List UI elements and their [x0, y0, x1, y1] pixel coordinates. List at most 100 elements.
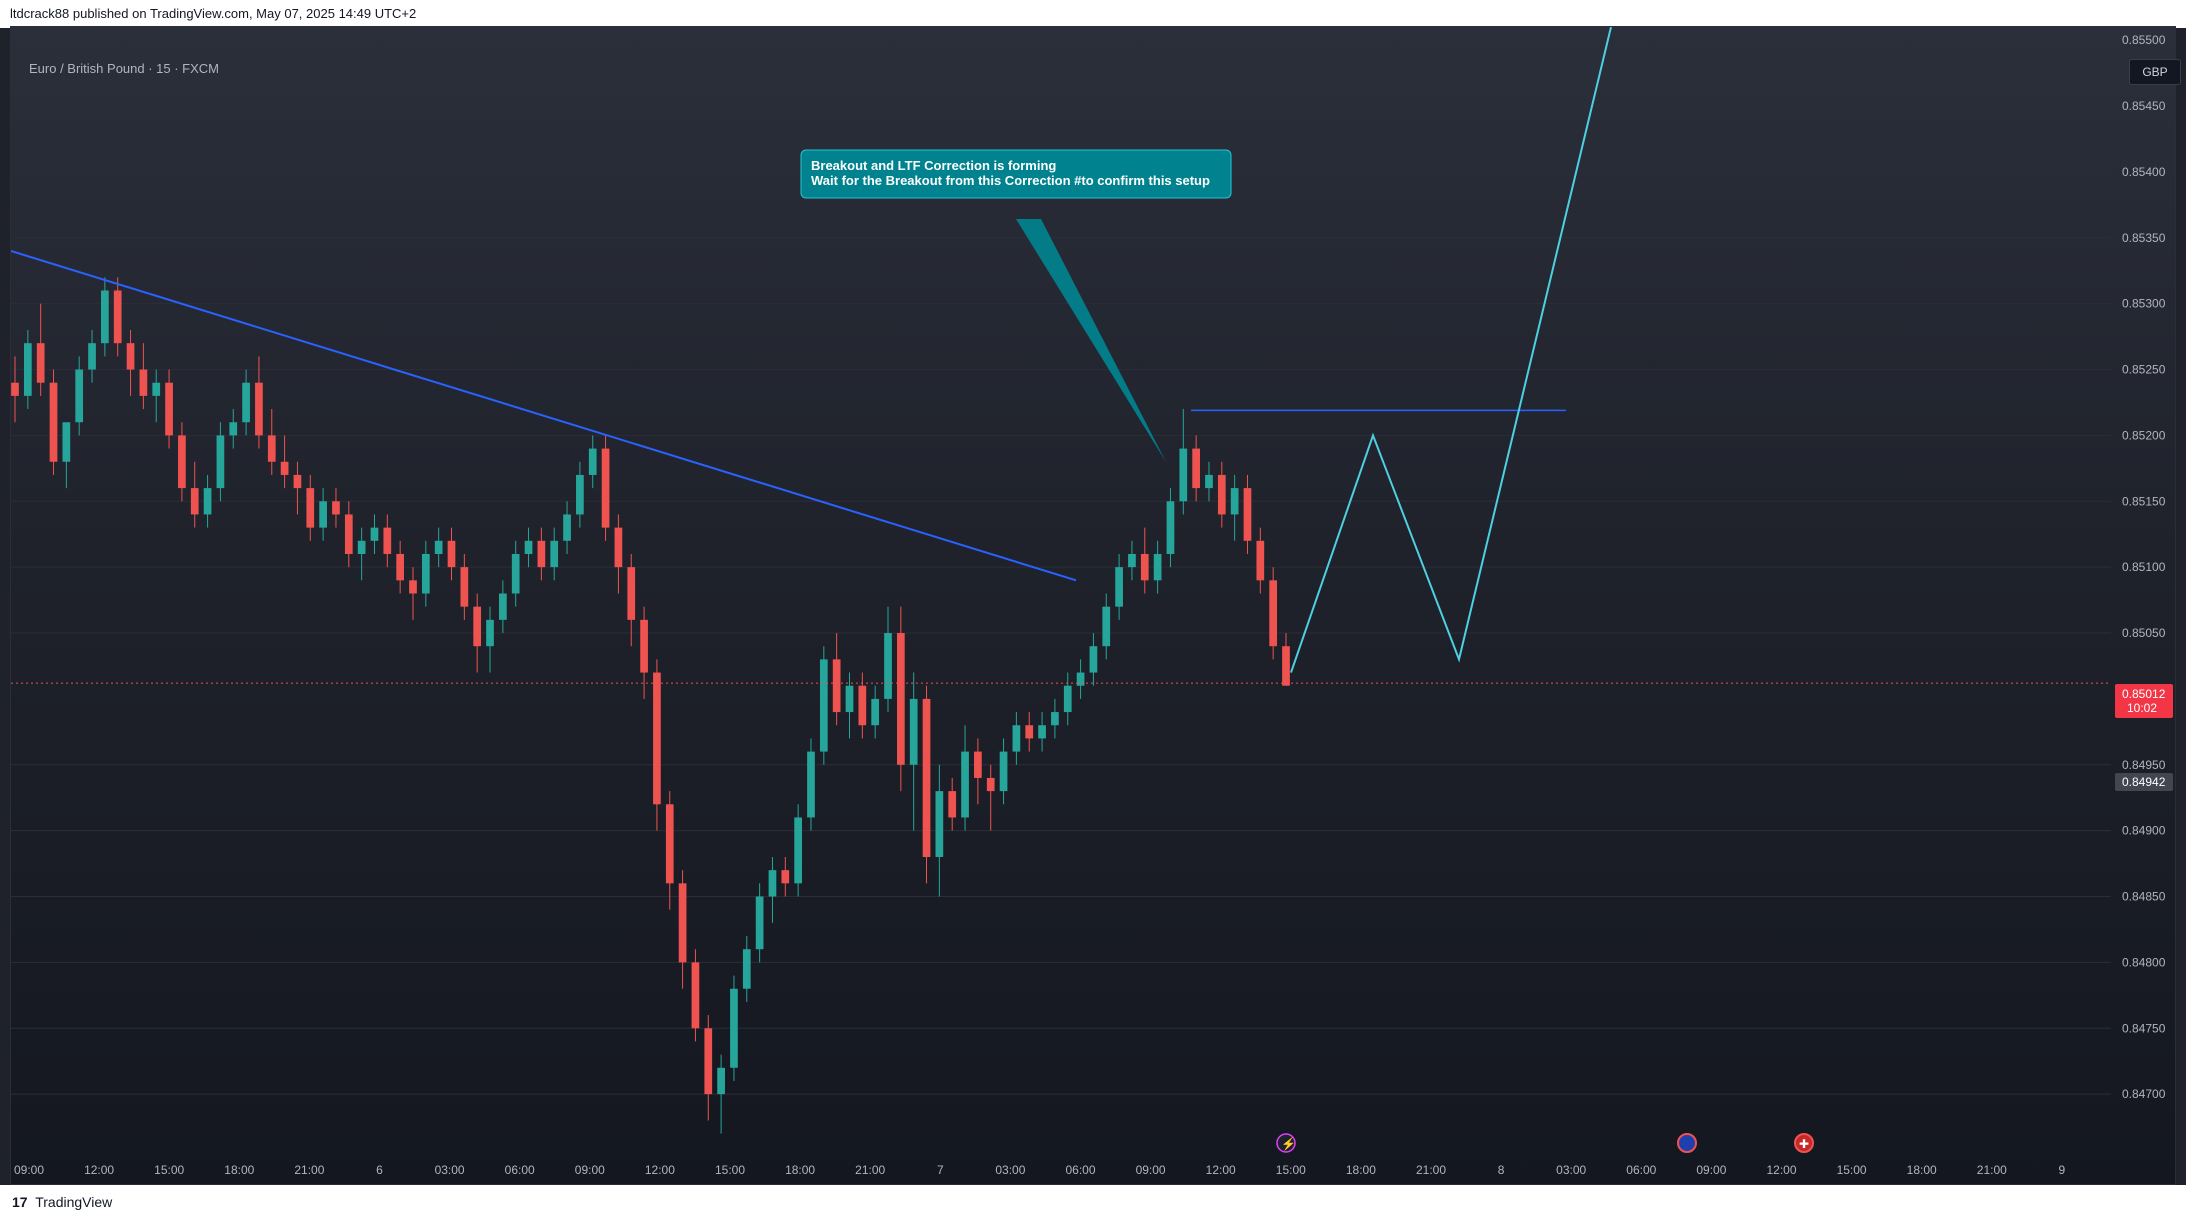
candle-body: [563, 514, 571, 541]
price-tick: 0.85400: [2122, 165, 2166, 179]
candle-body: [1102, 606, 1111, 647]
candle-body: [742, 949, 751, 989]
candle-body: [601, 448, 610, 528]
candle-body: [614, 527, 623, 568]
candle-body: [1282, 646, 1290, 686]
time-tick: 6: [376, 1163, 383, 1177]
eu-flag-event-icon[interactable]: [1677, 1133, 1697, 1153]
candle-body: [730, 988, 738, 1068]
price-tick: 0.84950: [2122, 758, 2166, 772]
candle-body: [678, 883, 687, 963]
time-tick: 03:00: [1556, 1163, 1586, 1177]
time-tick: 18:00: [1346, 1163, 1376, 1177]
time-tick: 06:00: [1065, 1163, 1095, 1177]
candle-body: [62, 422, 71, 462]
price-tick: 0.85150: [2122, 494, 2166, 508]
candle-body: [126, 343, 135, 370]
candle-body: [383, 527, 392, 554]
candle-body: [1140, 553, 1149, 581]
currency-selector[interactable]: GBP: [2129, 59, 2181, 85]
uk-flag-event-icon[interactable]: [1794, 1133, 1814, 1153]
price-tick: 0.84700: [2122, 1087, 2166, 1101]
time-tick: 21:00: [294, 1163, 324, 1177]
candle-body: [781, 870, 790, 884]
current-price-badge: [2115, 684, 2173, 718]
candle-body: [293, 474, 302, 489]
candle-body: [755, 896, 764, 950]
candle-body: [1166, 501, 1175, 554]
projection-path[interactable]: [1290, 26, 1612, 673]
price-tick: 0.85100: [2122, 560, 2166, 574]
candle-body: [627, 567, 636, 620]
candle-body: [460, 567, 469, 607]
candle-body: [1115, 567, 1123, 607]
lightning-event-icon[interactable]: [1276, 1133, 1296, 1153]
candle-body: [704, 1028, 713, 1095]
brand-name: TradingView: [35, 1194, 113, 1210]
price-tick: 0.85250: [2122, 363, 2166, 377]
candle-body: [229, 422, 238, 436]
time-axis[interactable]: 09:00 12:00 15:00 18:00 21:00 6 03:00 06:00 09:0…: [14, 1163, 2066, 1177]
candle-body: [409, 580, 417, 594]
candle-body: [344, 514, 353, 554]
candle-body: [576, 474, 584, 515]
marker-price-value: 0.84942: [2122, 775, 2166, 789]
candle-body: [357, 540, 366, 554]
price-axis[interactable]: 0.85500 0.85450 0.85400 0.85350 0.85300 0.852…: [2122, 33, 2166, 1101]
price-tick: 0.85300: [2122, 297, 2166, 311]
candle-body: [113, 290, 122, 344]
candle-body: [1192, 448, 1200, 489]
candle-body: [49, 382, 58, 462]
drawings-layer[interactable]: Breakout and LTF Correction is forming W…: [10, 26, 2111, 684]
candle-body: [550, 540, 559, 568]
event-markers[interactable]: ⚡ ✚: [1276, 1133, 1814, 1153]
time-tick: 18:00: [224, 1163, 254, 1177]
candles-series: [11, 277, 1290, 1134]
time-tick: 09:00: [1696, 1163, 1726, 1177]
candle-body: [1012, 725, 1021, 752]
time-tick: 15:00: [715, 1163, 745, 1177]
price-tick: 0.85350: [2122, 231, 2166, 245]
candle-body: [267, 435, 276, 462]
candle-body: [858, 685, 867, 726]
price-grid: [11, 39, 2111, 1095]
time-tick: 21:00: [855, 1163, 885, 1177]
candle-body: [23, 343, 32, 396]
chart-pane[interactable]: Breakout and LTF Correction is forming W…: [10, 26, 2181, 1186]
callout[interactable]: Breakout and LTF Correction is forming W…: [800, 149, 1232, 462]
candle-body: [178, 435, 186, 489]
candle-body: [319, 501, 327, 528]
time-tick: 03:00: [995, 1163, 1025, 1177]
candle-body: [537, 540, 546, 568]
chart-canvas[interactable]: Breakout and LTF Correction is forming W…: [10, 26, 2177, 1186]
candle-body: [306, 488, 315, 528]
price-tick: 0.84850: [2122, 890, 2166, 904]
candle-body: [255, 382, 263, 436]
time-tick: 21:00: [1977, 1163, 2007, 1177]
time-tick: 15:00: [1276, 1163, 1306, 1177]
price-tick: 0.84900: [2122, 824, 2166, 838]
candle-body: [948, 791, 957, 818]
candle-body: [524, 540, 533, 554]
marker-price-badge: [2115, 773, 2173, 791]
candle-body: [986, 777, 995, 792]
candle-body: [152, 382, 161, 396]
time-tick: 06:00: [1626, 1163, 1656, 1177]
candle-body: [396, 553, 405, 581]
symbol-label: Euro / British Pound · 15 · FXCM: [29, 61, 220, 76]
descending-trendline[interactable]: [10, 250, 1077, 582]
candle-body: [511, 553, 520, 594]
candle-body: [499, 593, 507, 620]
candle-body: [473, 606, 482, 647]
candle-body: [421, 553, 430, 594]
candle-body: [242, 382, 250, 423]
time-tick: 8: [1498, 1163, 1505, 1177]
time-tick: 12:00: [645, 1163, 675, 1177]
candle-body: [332, 501, 340, 515]
candle-body: [1153, 553, 1162, 581]
candle-body: [819, 659, 828, 752]
candle-body: [447, 540, 456, 568]
candle-body: [1128, 553, 1136, 568]
candle-body: [1051, 712, 1059, 726]
time-tick: 18:00: [1907, 1163, 1937, 1177]
